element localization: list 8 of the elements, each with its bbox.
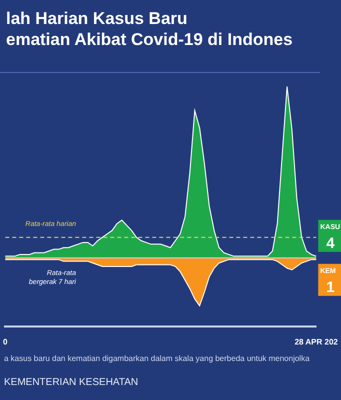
text: 1 [326, 278, 335, 296]
text: a kasus baru dan kematian digambarkan dalam skala yang berbeda untuk menonjolka [4, 354, 311, 363]
x-tick-label: 0 [3, 337, 8, 346]
chart-title: lah Harian Kasus Baru [6, 8, 188, 29]
chart-subtitle: ematian Akibat Covid-19 di Indones [6, 29, 293, 50]
x-tick-label: 28 APR 202 [294, 337, 338, 346]
text: KEMENTERIAN KESEHATAN [4, 377, 138, 388]
text: 4 [326, 234, 336, 252]
